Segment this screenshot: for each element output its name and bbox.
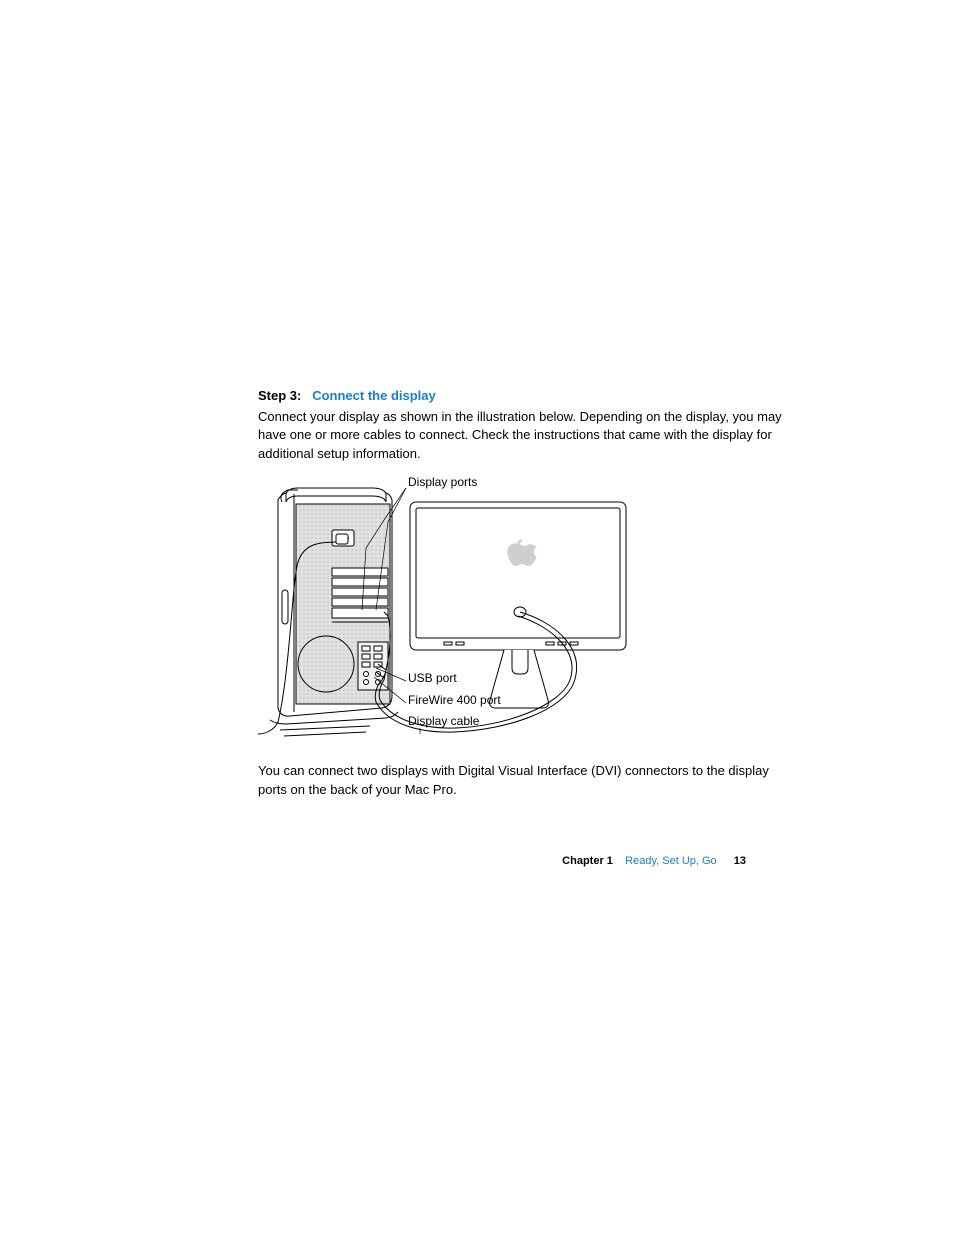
footer-chapter-title: Ready, Set Up, Go	[625, 855, 717, 867]
step-title: Connect the display	[312, 388, 436, 403]
label-usb-port: USB port	[408, 671, 457, 685]
label-firewire-port: FireWire 400 port	[408, 693, 501, 707]
step-heading: Step 3: Connect the display	[258, 386, 798, 406]
followup-paragraph: You can connect two displays with Digita…	[258, 762, 798, 800]
page-footer: Chapter 1 Ready, Set Up, Go 13	[562, 855, 746, 867]
footer-chapter-label: Chapter 1	[562, 855, 613, 867]
footer-page-number: 13	[734, 855, 746, 867]
label-display-cable: Display cable	[408, 714, 480, 728]
intro-paragraph: Connect your display as shown in the ill…	[258, 408, 798, 465]
step-number-label: Step 3:	[258, 388, 301, 403]
setup-diagram: Display ports USB port FireWire 400 port…	[258, 472, 798, 752]
page: Step 3: Connect the display Connect your…	[0, 0, 954, 1235]
diagram-svg: Display ports USB port FireWire 400 port…	[258, 472, 628, 752]
content-block: Step 3: Connect the display Connect your…	[258, 386, 798, 808]
label-display-ports: Display ports	[408, 475, 477, 489]
